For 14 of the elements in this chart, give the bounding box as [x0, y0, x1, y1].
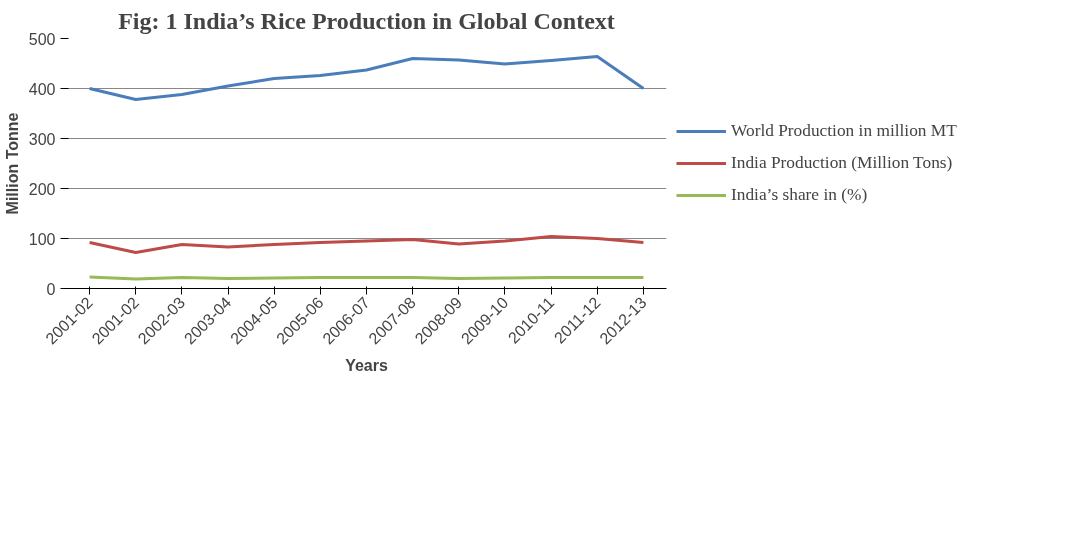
chart-title: Fig: 1 India’s Rice Production in Global Context — [118, 7, 615, 34]
line-series — [88, 235, 645, 254]
legend-label: World Production in million MT — [731, 121, 957, 141]
y-tick-label: 300 — [28, 130, 56, 148]
y-tick-label: 100 — [28, 230, 56, 248]
x-axis-title: Years — [345, 357, 388, 375]
y-tick-label: 400 — [28, 80, 56, 98]
legend-label: India’s share in (%) — [731, 185, 868, 205]
y-axis-title: Million Tonne — [3, 112, 21, 215]
y-tick-label: 500 — [28, 30, 56, 48]
y-tick-label: 0 — [46, 280, 56, 298]
line-series — [88, 55, 645, 101]
legend-label: India Production (Million Tons) — [731, 153, 953, 173]
y-tick-label: 200 — [28, 180, 56, 198]
